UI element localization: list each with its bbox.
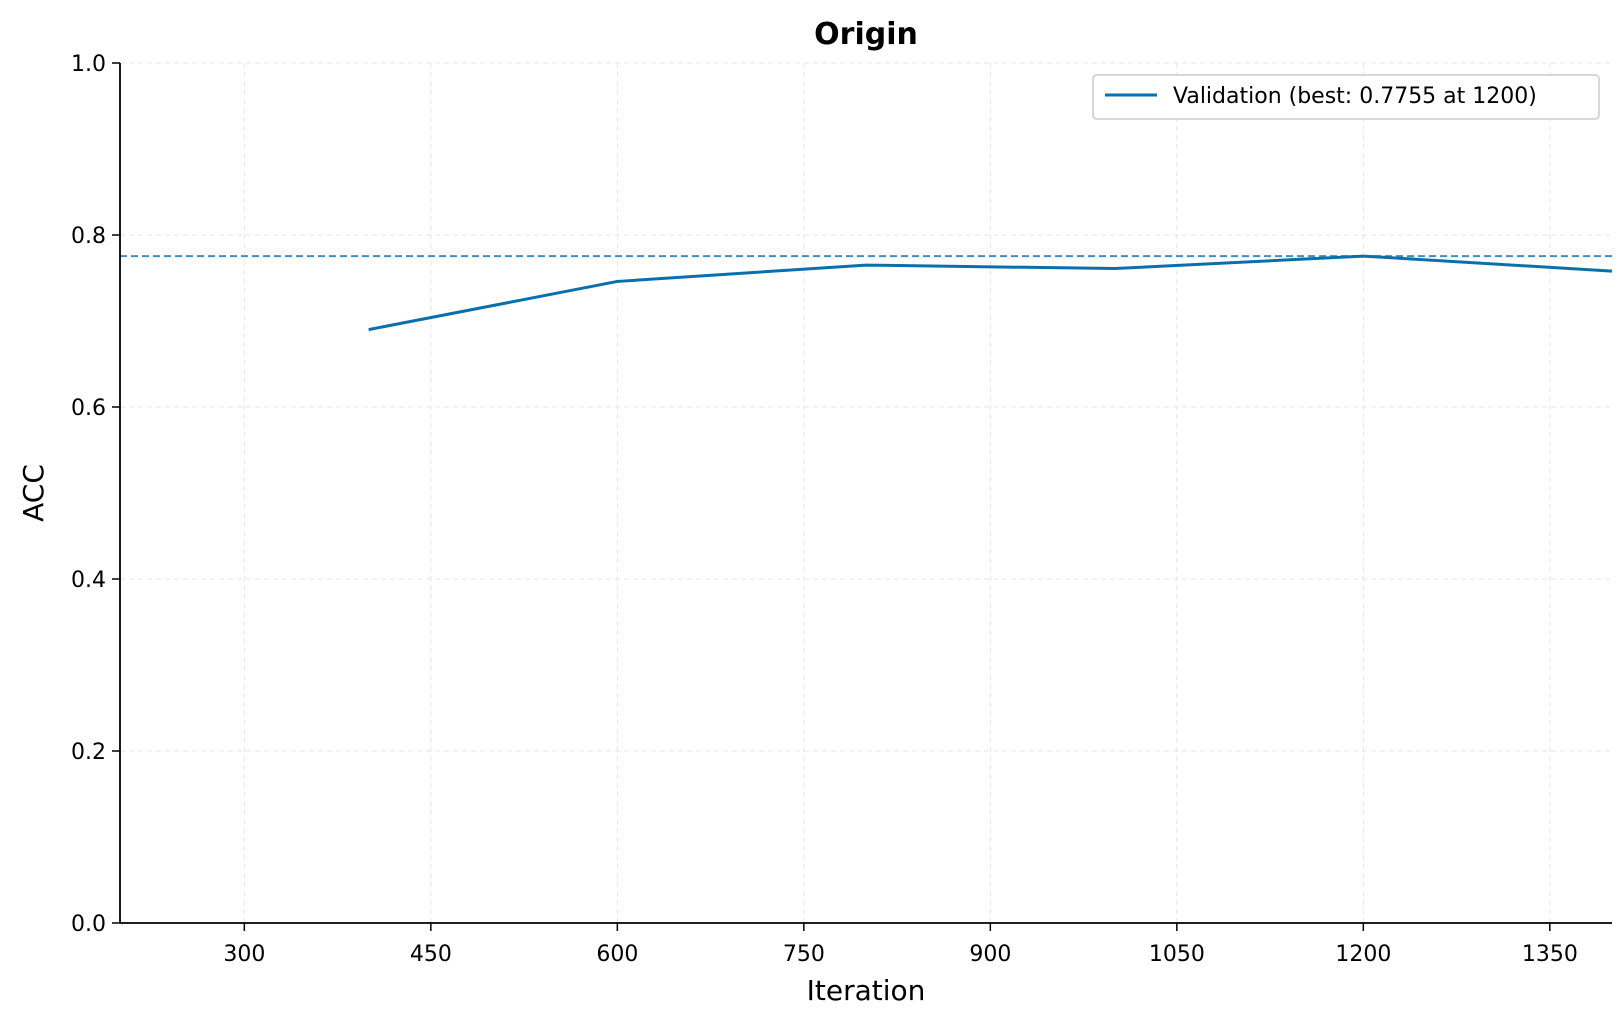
series-group: [368, 254, 1613, 332]
x-tick-label: 300: [223, 942, 265, 967]
x-axis-title: Iteration: [807, 974, 926, 1007]
chart-title: Origin: [814, 17, 918, 52]
y-tick-label: 0.4: [71, 568, 106, 593]
x-tick-label: 900: [969, 942, 1011, 967]
ticks: 300 450 600 750 900 1050 1200 1350 0.0 0.2 0.4 0.6 0…: [71, 52, 1578, 967]
x-tick-label: 600: [596, 942, 638, 967]
y-tick-label: 0.0: [71, 912, 106, 937]
y-tick-label: 0.6: [71, 396, 106, 421]
x-tick-label: 450: [410, 942, 452, 967]
y-tick-label: 0.2: [71, 740, 106, 765]
x-tick-label: 1050: [1149, 942, 1205, 967]
legend: Validation (best: 0.7755 at 1200): [1092, 74, 1600, 120]
y-axis-title: ACC: [17, 464, 50, 522]
y-tick-label: 0.8: [71, 224, 106, 249]
legend-label: Validation (best: 0.7755 at 1200): [1173, 84, 1537, 109]
y-tick-label: 1.0: [71, 52, 106, 77]
x-tick-label: 750: [783, 942, 825, 967]
x-tick-label: 1200: [1335, 942, 1391, 967]
legend-box: [1092, 74, 1600, 120]
x-tick-label: 1350: [1522, 942, 1578, 967]
series-line-validation: [368, 254, 1613, 332]
